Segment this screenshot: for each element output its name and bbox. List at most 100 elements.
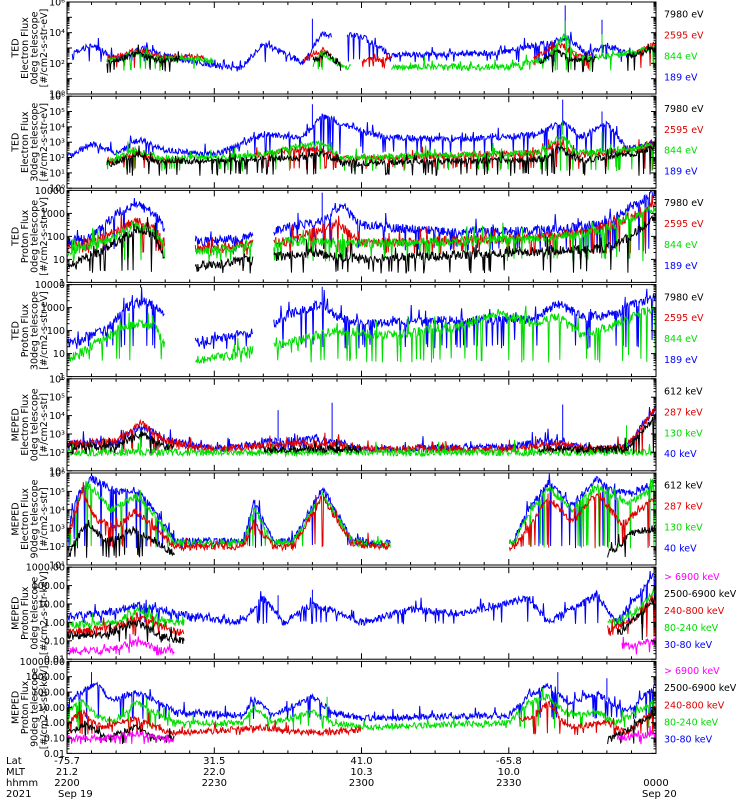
ylabel-line: MEPED <box>11 502 22 535</box>
series-line-ted-p-30-0 <box>66 286 657 349</box>
series-line-meped-p-0-4 <box>66 633 657 656</box>
ytick-label-meped-e-90: 10⁵ <box>49 487 65 498</box>
ytick-label-meped-p-0: 1000.00 <box>26 563 65 574</box>
ylabel-meped-p-0: MEPEDProton Flux0deg telescope[#/cm2-s-s… <box>11 571 51 655</box>
ylabel-line: MEPED <box>11 597 22 630</box>
ytick-label-meped-p-90: 0.01 <box>44 749 65 760</box>
ytick-label-ted-e-30: 10⁶ <box>49 92 65 103</box>
ytick-label-ted-p-30: 1000 <box>41 303 65 314</box>
ylabel-line: Electron Flux <box>20 488 31 550</box>
legend-meped-e-0-0: 612 keV <box>664 387 703 398</box>
legend-ted-e-30-3: 189 eV <box>664 167 698 178</box>
ytick-label-ted-e-0: 10² <box>49 59 65 70</box>
ylabel-line: MEPED <box>11 691 22 724</box>
ytick-label-meped-p-90: 0.10 <box>44 734 65 745</box>
legend-meped-p-0-4: 30-80 keV <box>664 640 713 651</box>
legend-meped-e-90-0: 612 keV <box>664 481 703 492</box>
ytick-label-ted-p-0: 1000 <box>41 209 65 220</box>
ytick-label-meped-e-90: 10² <box>49 542 65 553</box>
ytick-label-meped-p-0: 0.01 <box>44 655 65 666</box>
ytick-label-meped-e-0: 10⁴ <box>49 411 65 422</box>
ylabel-line: 0deg telescope <box>30 11 41 84</box>
ytick-label-meped-p-90: 100.00 <box>32 688 65 699</box>
xtick-label-time: 2300 <box>349 778 374 789</box>
ytick-label-ted-e-30: 10¹ <box>49 168 65 179</box>
ytick-label-ted-p-0: 10000 <box>35 186 65 197</box>
ylabel-line: [#/cm2-s-str-keV] <box>39 571 50 655</box>
series-line-meped-e-90-3 <box>66 519 657 558</box>
ytick-label-meped-e-0: 10³ <box>49 430 65 441</box>
ylabel-meped-p-90: MEPEDProton Flux90deg telescope[#/cm2-s-… <box>11 665 51 749</box>
ylabel-line: Electron Flux <box>20 17 31 79</box>
legend-meped-p-90-2: 240-800 keV <box>664 700 725 711</box>
ylabel-line: [#/cm2-s-str-eV] <box>39 291 50 370</box>
legend-ted-e-30-1: 2595 eV <box>664 125 704 136</box>
series-line-meped-e-0-3 <box>66 412 657 456</box>
ylabel-line: TED <box>11 227 22 247</box>
legend-meped-p-0-2: 240-800 keV <box>664 606 725 617</box>
ytick-label-meped-e-90: 10⁶ <box>49 469 65 480</box>
ytick-label-meped-p-0: 100.00 <box>32 581 65 592</box>
legend-meped-p-90-4: 30-80 keV <box>664 734 713 745</box>
xtick-label-lat: -75.7 <box>54 756 80 767</box>
ytick-label-ted-p-0: 10 <box>53 255 65 266</box>
legend-meped-e-0-3: 40 keV <box>664 449 697 460</box>
ylabel-line: 90deg telescope <box>30 479 41 558</box>
panel-meped-p-90: 0.010.101.0010.00100.001000.0010000.00ME… <box>11 657 737 760</box>
legend-meped-p-0-3: 80-240 keV <box>664 623 719 634</box>
legend-meped-p-0-0: > 6900 keV <box>664 572 720 583</box>
series-line-meped-e-90-1 <box>66 478 657 551</box>
xtick-label-mlt: 10.3 <box>350 767 372 778</box>
ytick-label-meped-e-0: 10¹ <box>49 466 65 477</box>
ylabel-line: [#/cm2-s-str-keV] <box>39 665 50 749</box>
xaxis-date-start: Sep 19 <box>58 789 93 800</box>
xtick-label-time: 0000 <box>643 778 668 789</box>
legend-meped-e-90-3: 40 keV <box>664 543 697 554</box>
ytick-label-ted-p-30: 1 <box>59 372 65 383</box>
legend-ted-e-0-1: 2595 eV <box>664 31 704 42</box>
legend-ted-p-30-1: 2595 eV <box>664 313 704 324</box>
xaxis-label-year: 2021 <box>6 789 31 800</box>
legend-ted-e-0-0: 7980 eV <box>664 10 704 21</box>
ylabel-line: 30deg telescope <box>30 291 41 370</box>
x-axis-annotations: Lat MLT hhmm 2021 Sep 19 Sep 20 -75.721.… <box>6 756 677 800</box>
xtick-label-lat: 41.0 <box>350 756 372 767</box>
legend-meped-p-90-3: 80-240 keV <box>664 717 719 728</box>
ylabel-line: [#/cm2-s-str] <box>39 487 50 550</box>
ytick-label-meped-e-0: 10² <box>49 448 65 459</box>
ylabel-line: [#/cm2-s-str-eV] <box>39 103 50 182</box>
ytick-label-ted-e-0: 10⁰ <box>49 90 65 101</box>
ylabel-meped-e-90: MEPEDElectron Flux90deg telescope[#/cm2-… <box>11 479 51 558</box>
ytick-label-ted-p-0: 1 <box>59 278 65 289</box>
ytick-label-meped-e-90: 10¹ <box>49 561 65 572</box>
series-line-ted-e-30-0 <box>66 99 657 159</box>
ytick-label-meped-p-90: 10000.00 <box>20 657 65 668</box>
ylabel-line: 0deg telescope <box>30 388 41 461</box>
panel-frame-meped-e-0 <box>66 378 657 472</box>
ytick-label-ted-e-0: 10⁴ <box>49 28 65 39</box>
legend-ted-e-30-2: 844 eV <box>664 146 698 157</box>
series-line-ted-e-30-3 <box>106 137 657 176</box>
ylabel-line: [#/cm2-s-str] <box>39 393 50 456</box>
ytick-label-ted-e-30: 10³ <box>49 138 65 149</box>
xtick-label-mlt: 10.0 <box>498 767 520 778</box>
xtick-label-time: 2230 <box>202 778 227 789</box>
ylabel-line: [#/cm2-s-str-eV] <box>39 9 50 88</box>
ytick-label-ted-e-30: 10² <box>49 153 65 164</box>
ylabel-line: Electron Flux <box>20 394 31 456</box>
ytick-label-meped-p-0: 10.00 <box>38 600 65 611</box>
panel-meped-e-0: 10¹ 10² 10³ 10⁴ 10⁵ 10⁶ MEPEDElectron Flux0deg… <box>11 374 703 477</box>
ylabel-line: 0deg telescope <box>30 577 41 650</box>
ytick-label-ted-p-0: 100 <box>47 232 65 243</box>
ytick-label-ted-p-30: 100 <box>47 326 65 337</box>
series-line-ted-p-0-3 <box>66 213 657 274</box>
ylabel-line: Proton Flux <box>20 304 31 358</box>
ylabel-line: Proton Flux <box>20 586 31 640</box>
ylabel-line: Proton Flux <box>20 680 31 734</box>
panel-ted-e-0: 10⁰ 10² 10⁴ 10⁶ TEDElectron Flux0deg telesco… <box>11 0 704 101</box>
ylabel-ted-e-0: TEDElectron Flux0deg telescope[#/cm2-s-s… <box>11 9 51 88</box>
legend-ted-p-0-1: 2595 eV <box>664 219 704 230</box>
